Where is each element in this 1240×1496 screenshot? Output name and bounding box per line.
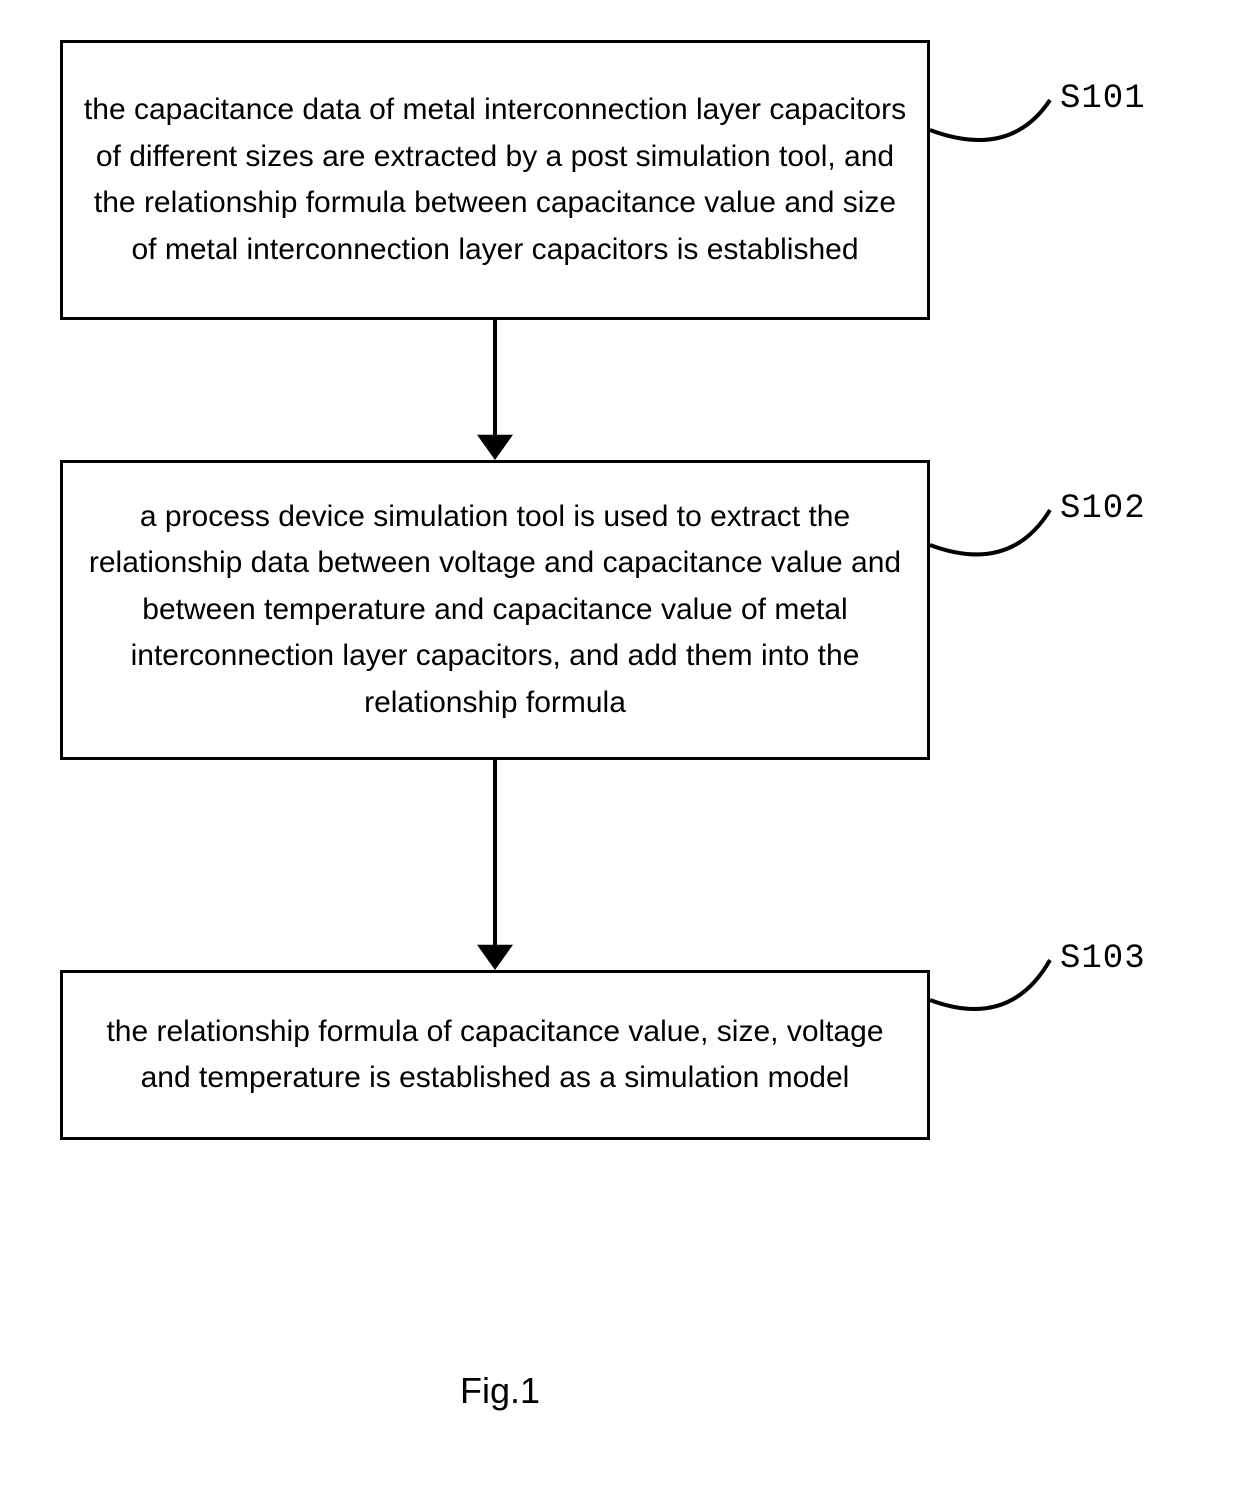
figure-label: Fig.1 <box>0 1370 1000 1412</box>
flow-arrow <box>0 0 1240 1496</box>
flowchart-canvas: the capacitance data of metal interconne… <box>0 0 1240 1496</box>
